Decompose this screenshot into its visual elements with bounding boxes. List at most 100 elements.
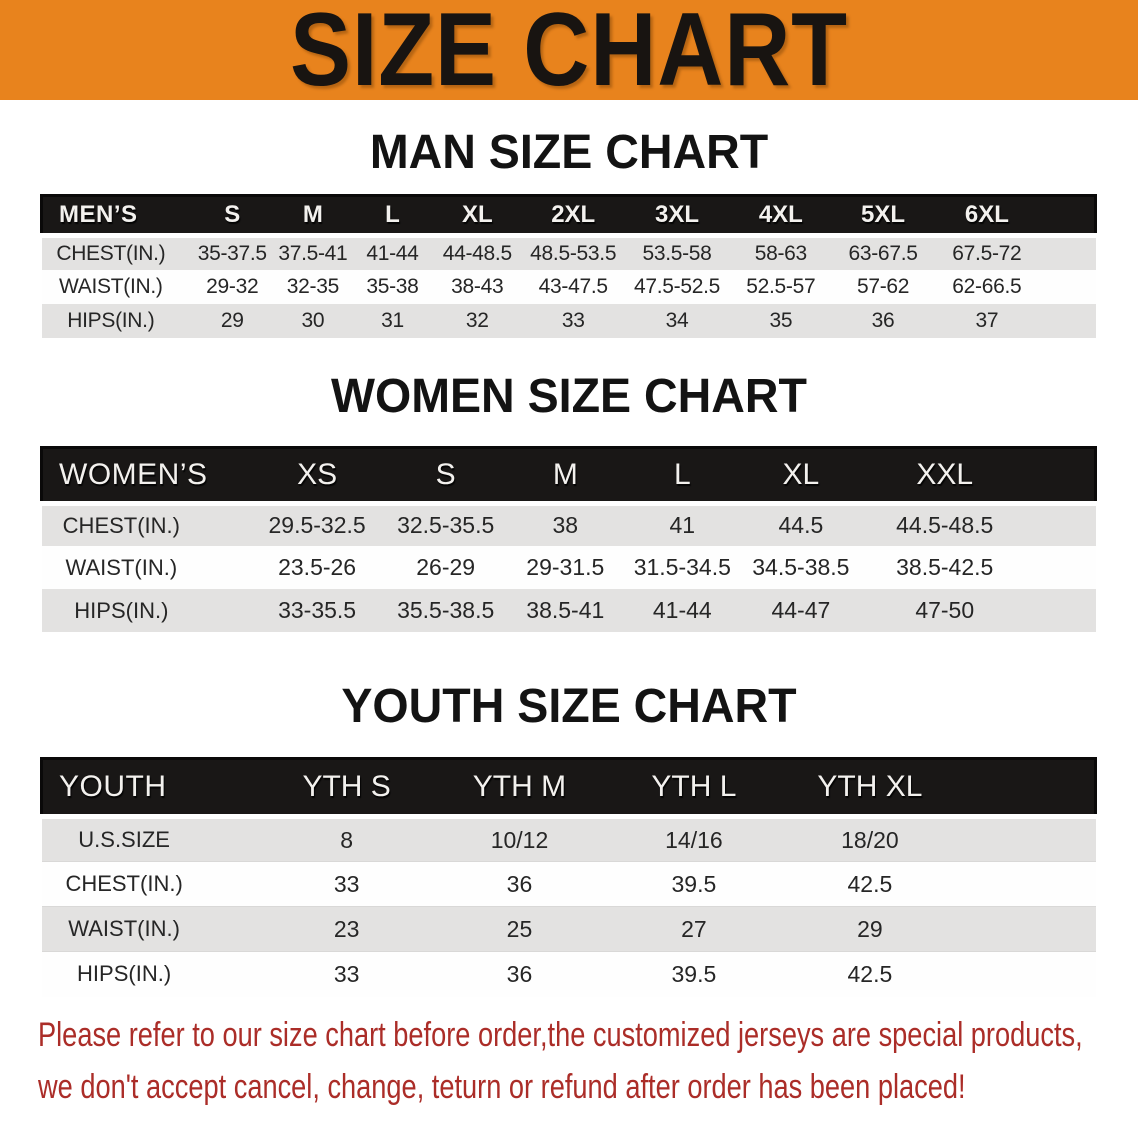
table-row: CHEST(IN.) 29.5-32.5 32.5-35.5 38 41 44.5 44.5…: [41, 503, 1096, 546]
size-value-cell: 33-35.5: [250, 589, 385, 632]
size-column-header: S: [191, 194, 274, 238]
spacer-cell: [958, 757, 1098, 819]
size-value-cell: 67.5-72: [934, 235, 1040, 270]
spacer-cell: [958, 861, 1096, 907]
size-value-cell: 36: [432, 951, 607, 997]
size-value-cell: 44-48.5: [432, 235, 523, 270]
size-column-header: YTH S: [260, 757, 433, 819]
size-column-header: YTH XL: [781, 757, 959, 819]
size-value-cell: 35-38: [352, 269, 433, 304]
size-value-cell: 44.5-48.5: [860, 503, 1030, 546]
table-row: U.S.SIZE 8 10/12 14/16 18/20: [41, 816, 1096, 862]
row-label: HIPS(IN.): [41, 303, 192, 338]
table-header-row: WOMEN’S XS S M L XL XXL: [40, 445, 1098, 506]
size-value-cell: 33: [260, 951, 433, 997]
size-column-header: XXL: [860, 445, 1030, 506]
size-value-cell: 53.5-58: [624, 235, 730, 270]
spacer-cell: [1029, 589, 1096, 632]
row-label: CHEST(IN.): [41, 861, 261, 907]
table-header-label: MEN’S: [40, 194, 192, 238]
size-value-cell: 34.5-38.5: [741, 546, 861, 589]
size-value-cell: 47.5-52.5: [624, 269, 730, 304]
size-value-cell: 14/16: [606, 816, 782, 862]
size-value-cell: 31.5-34.5: [623, 546, 742, 589]
row-label: WAIST(IN.): [41, 269, 192, 304]
size-value-cell: 29-31.5: [507, 546, 624, 589]
size-column-header: L: [352, 194, 433, 238]
size-value-cell: 27: [606, 906, 782, 952]
youth-section-heading: YOUTH SIZE CHART: [341, 680, 797, 733]
size-value-cell: 30: [273, 303, 353, 338]
men-size-table: MEN’S S M L XL 2XL 3XL 4XL 5XL 6XL CHEST(IN.) 35-37…: [40, 194, 1097, 338]
size-value-cell: 32.5-35.5: [384, 503, 508, 546]
women-size-table: WOMEN’S XS S M L XL XXL CHEST(IN.) 29.5-32.5 32.5…: [40, 445, 1098, 632]
spacer-cell: [958, 906, 1096, 952]
banner: SIZE CHART: [0, 0, 1138, 100]
size-value-cell: 38.5-41: [507, 589, 624, 632]
size-value-cell: 29.5-32.5: [250, 503, 385, 546]
size-column-header: XL: [741, 445, 861, 506]
size-column-header: YTH M: [432, 757, 607, 819]
disclaimer-line-1: Please refer to our size chart before or…: [38, 1015, 1083, 1054]
size-value-cell: 33: [260, 861, 433, 907]
row-label: WAIST(IN.): [41, 546, 251, 589]
size-column-header: XS: [250, 445, 385, 506]
spacer-cell: [1039, 194, 1097, 238]
size-value-cell: 35: [729, 303, 832, 338]
table-row: HIPS(IN.) 33-35.5 35.5-38.5 38.5-41 41-44 44-…: [41, 589, 1096, 632]
size-column-header: M: [273, 194, 353, 238]
size-column-header: 6XL: [934, 194, 1040, 238]
size-value-cell: 43-47.5: [522, 269, 625, 304]
size-column-header: L: [623, 445, 742, 506]
size-value-cell: 18/20: [781, 816, 959, 862]
size-column-header: XL: [432, 194, 523, 238]
size-value-cell: 41-44: [352, 235, 433, 270]
size-value-cell: 32-35: [273, 269, 353, 304]
table-header-row: MEN’S S M L XL 2XL 3XL 4XL 5XL 6XL: [40, 194, 1097, 238]
men-section-heading: MAN SIZE CHART: [369, 126, 769, 179]
size-column-header: M: [507, 445, 624, 506]
size-value-cell: 23: [260, 906, 433, 952]
row-label: CHEST(IN.): [41, 235, 192, 270]
size-value-cell: 42.5: [781, 861, 959, 907]
size-value-cell: 63-67.5: [831, 235, 935, 270]
spacer-cell: [958, 951, 1096, 997]
size-value-cell: 29: [781, 906, 959, 952]
size-value-cell: 35.5-38.5: [384, 589, 508, 632]
spacer-cell: [1039, 235, 1096, 270]
spacer-cell: [1039, 303, 1096, 338]
table-row: WAIST(IN.) 23 25 27 29: [41, 906, 1096, 952]
size-value-cell: 8: [260, 816, 433, 862]
table-row: HIPS(IN.) 33 36 39.5 42.5: [41, 951, 1096, 997]
section-youth: YOUTH SIZE CHART YOUTH YTH S YTH M YTH L YTH…: [0, 681, 1138, 997]
size-value-cell: 39.5: [606, 951, 782, 997]
row-label: HIPS(IN.): [41, 951, 261, 997]
size-value-cell: 52.5-57: [729, 269, 832, 304]
size-value-cell: 47-50: [860, 589, 1030, 632]
size-value-cell: 36: [432, 861, 607, 907]
size-value-cell: 57-62: [831, 269, 935, 304]
size-value-cell: 48.5-53.5: [522, 235, 625, 270]
spacer-cell: [1029, 445, 1098, 506]
size-value-cell: 34: [624, 303, 730, 338]
size-value-cell: 10/12: [432, 816, 607, 862]
disclaimer-line-2: we don't accept cancel, change, teturn o…: [38, 1067, 966, 1106]
row-label: HIPS(IN.): [41, 589, 251, 632]
table-row: CHEST(IN.) 35-37.5 37.5-41 41-44 44-48.5 48.5…: [41, 235, 1096, 270]
size-value-cell: 41-44: [623, 589, 742, 632]
size-value-cell: 44.5: [741, 503, 861, 546]
youth-size-table: YOUTH YTH S YTH M YTH L YTH XL U.S.SIZE 8 10/12…: [39, 757, 1098, 997]
size-column-header: 4XL: [729, 194, 832, 238]
disclaimer: Please refer to our size chart before or…: [0, 1009, 1138, 1113]
table-header-row: YOUTH YTH S YTH M YTH L YTH XL: [39, 757, 1098, 819]
section-women: WOMEN SIZE CHART WOMEN’S XS S M L XL XXL CHEST(…: [0, 370, 1138, 632]
spacer-cell: [1029, 503, 1096, 546]
row-label: CHEST(IN.): [41, 503, 251, 546]
size-value-cell: 33: [522, 303, 625, 338]
size-column-header: 5XL: [831, 194, 935, 238]
size-value-cell: 38: [507, 503, 624, 546]
spacer-cell: [958, 816, 1096, 862]
size-value-cell: 37.5-41: [273, 235, 353, 270]
table-row: WAIST(IN.) 23.5-26 26-29 29-31.5 31.5-34.5 34…: [41, 546, 1096, 589]
